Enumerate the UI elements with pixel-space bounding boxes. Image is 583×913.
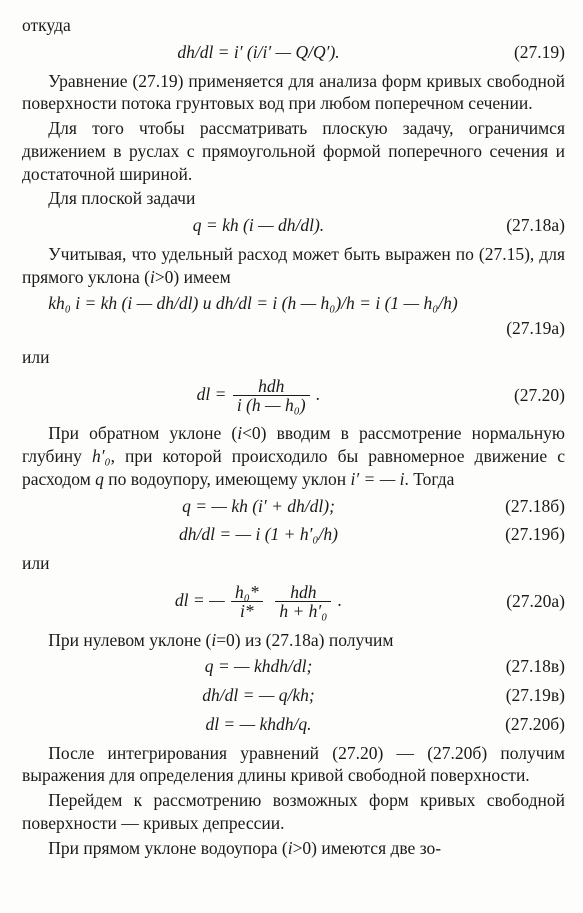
para-5: При обратном уклоне (i<0) вводим в рассм…: [22, 422, 565, 490]
equation-27-20: dl = hdh i (h — h₀) . (27.20): [22, 377, 565, 415]
eq-body: dl = — khdh/q.: [22, 713, 495, 736]
para-7: После интегрирования уравнений (27.20) —…: [22, 742, 565, 788]
fraction-2: hdh h + h′₀: [275, 583, 331, 621]
tail: .: [333, 590, 342, 610]
denominator: i (h — h₀): [233, 395, 310, 414]
para-9: При прямом уклоне водоупора (i>0) имеютс…: [22, 837, 565, 860]
text: =0) из (27.18а) получим: [216, 630, 393, 650]
text: по водоупору, имеющему уклон: [104, 469, 351, 489]
denominator: h + h′₀: [275, 601, 331, 620]
eq-body: kh₀ i = kh (i — dh/dl) и dh/dl = i (h — …: [22, 292, 565, 315]
text: >0) имеются две зо-: [293, 838, 442, 858]
eq-body: q = kh (i — dh/dl).: [22, 214, 495, 237]
fraction-1: h₀* i*: [231, 583, 263, 621]
equation-27-19v: dh/dl = — q/kh; (27.19в): [22, 684, 565, 707]
numerator: hdh: [275, 583, 331, 601]
text: . Тогда: [405, 469, 455, 489]
eq-number: (27.18б): [495, 495, 565, 518]
equation-27-19: dh/dl = i′ (i/i′ — Q/Q′). (27.19): [22, 41, 565, 64]
eq-body: q = — kh (i′ + dh/dl);: [22, 495, 495, 518]
eq-number: (27.19): [495, 41, 565, 64]
eq-number: (27.20б): [495, 713, 565, 736]
expr: i′ = — i: [350, 469, 404, 489]
equation-27-19a-line: kh₀ i = kh (i — dh/dl) и dh/dl = i (h — …: [22, 292, 565, 315]
text: При нулевом уклоне (: [48, 630, 211, 650]
denominator: i*: [231, 601, 263, 620]
eq-body: dh/dl = i′ (i/i′ — Q/Q′).: [22, 41, 495, 64]
fraction: hdh i (h — h₀): [233, 377, 310, 415]
eq-body: dh/dl = — i (1 + h′₀/h): [22, 523, 495, 546]
text: >0) имеем: [155, 267, 231, 287]
para-otkuda: откуда: [22, 14, 565, 37]
eq-number: (27.19а): [495, 317, 565, 340]
var-h0: h′₀: [92, 446, 111, 466]
eq-number: (27.20): [495, 384, 565, 407]
equation-27-18b: q = — kh (i′ + dh/dl); (27.18б): [22, 495, 565, 518]
text: Учитывая, что удельный расход может быть…: [22, 244, 565, 287]
eq-number: (27.20а): [495, 590, 565, 613]
equation-27-20a: dl = — h₀* i* hdh h + h′₀ . (27.20а): [22, 583, 565, 621]
eq-number: (27.18в): [495, 655, 565, 678]
para-ili-2: или: [22, 552, 565, 575]
eq-body: dl = — h₀* i* hdh h + h′₀ .: [22, 583, 495, 621]
para-4: Учитывая, что удельный расход может быть…: [22, 243, 565, 289]
eq-body: dl = hdh i (h — h₀) .: [22, 377, 495, 415]
var-q: q: [95, 469, 104, 489]
eq-body: dh/dl = — q/kh;: [22, 684, 495, 707]
para-3: Для плоской задачи: [22, 187, 565, 210]
eq-number: (27.18а): [495, 214, 565, 237]
para-1: Уравнение (27.19) применяется для анализ…: [22, 70, 565, 116]
lhs: dl =: [197, 383, 227, 403]
para-2: Для того чтобы рассматривать плоскую зад…: [22, 117, 565, 185]
tail: .: [312, 383, 321, 403]
eq-body: q = — khdh/dl;: [22, 655, 495, 678]
text: При прямом уклоне водоупора (: [48, 838, 287, 858]
numerator: hdh: [233, 377, 310, 395]
eq-number: (27.19б): [495, 523, 565, 546]
para-6: При нулевом уклоне (i=0) из (27.18а) пол…: [22, 629, 565, 652]
para-ili-1: или: [22, 346, 565, 369]
equation-27-18v: q = — khdh/dl; (27.18в): [22, 655, 565, 678]
para-8: Перейдем к рассмотрению возможных форм к…: [22, 789, 565, 835]
lhs: dl = —: [175, 590, 225, 610]
text: При обратном уклоне (: [48, 423, 237, 443]
numerator: h₀*: [231, 583, 263, 601]
equation-27-19a-num: (27.19а): [22, 317, 565, 340]
equation-27-18a: q = kh (i — dh/dl). (27.18а): [22, 214, 565, 237]
eq-number: (27.19в): [495, 684, 565, 707]
equation-27-20b: dl = — khdh/q. (27.20б): [22, 713, 565, 736]
equation-27-19b: dh/dl = — i (1 + h′₀/h) (27.19б): [22, 523, 565, 546]
